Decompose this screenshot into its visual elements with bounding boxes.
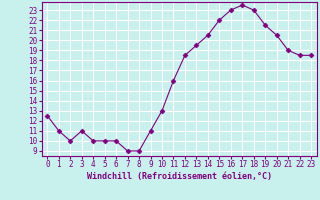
X-axis label: Windchill (Refroidissement éolien,°C): Windchill (Refroidissement éolien,°C) <box>87 172 272 181</box>
